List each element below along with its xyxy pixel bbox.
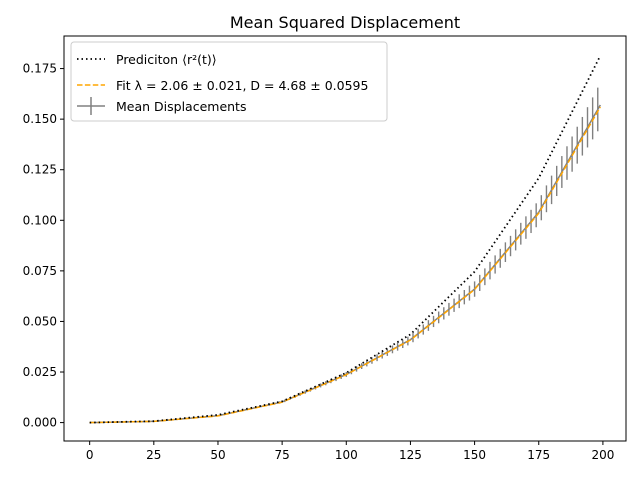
x-tick-label: 0	[86, 448, 94, 462]
x-tick-label: 175	[527, 448, 550, 462]
y-tick-label: 0.050	[23, 314, 57, 328]
y-tick-label: 0.100	[23, 213, 57, 227]
legend-box	[70, 41, 388, 122]
y-tick-label: 0.175	[23, 62, 57, 76]
series-line-fit	[89, 106, 601, 424]
series-line-prediction	[89, 55, 602, 424]
x-tick-label: 75	[274, 448, 289, 462]
y-tick-label: 0.025	[23, 365, 57, 379]
y-tick-label: 0.000	[23, 416, 57, 430]
x-tick-label: 125	[399, 448, 422, 462]
axes: 0 25 50 75 100 125 150 175 200 0.000 0.025 0.050 0.0…	[23, 35, 627, 462]
y-tick-label: 0.150	[23, 112, 57, 126]
legend-label-fit: Fit λ = 2.06 ± 0.021, D = 4.68 ± 0.0595	[116, 78, 368, 93]
plot-area	[89, 55, 602, 424]
legend-label-prediction: Prediciton ⟨r²(t)⟩	[116, 52, 217, 67]
x-tick-label: 50	[210, 448, 225, 462]
y-tick-label: 0.075	[23, 264, 57, 278]
y-tick-label: 0.125	[23, 163, 57, 177]
legend-label-mean-displacements: Mean Displacements	[116, 99, 246, 114]
x-tick-label: 150	[463, 448, 486, 462]
axes-frame	[63, 35, 627, 442]
x-tick-label: 100	[335, 448, 358, 462]
x-tick-label: 200	[591, 448, 614, 462]
chart-title: Mean Squared Displacement	[230, 13, 460, 32]
legend: Prediciton ⟨r²(t)⟩ Fit λ = 2.06 ± 0.021, …	[70, 41, 388, 122]
x-tick-label: 25	[146, 448, 161, 462]
